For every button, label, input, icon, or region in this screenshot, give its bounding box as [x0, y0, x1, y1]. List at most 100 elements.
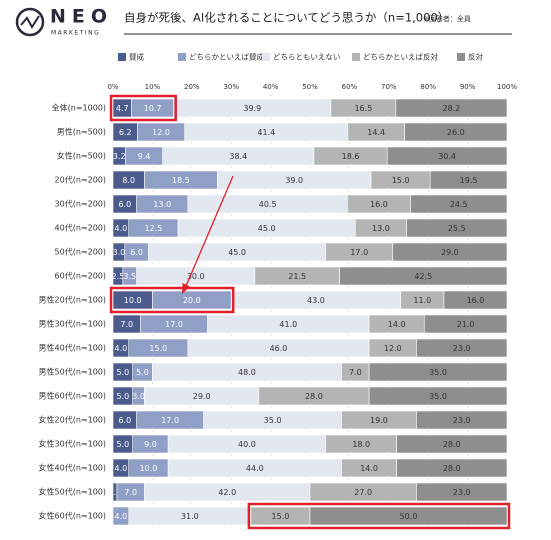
value-label: 18.0: [352, 440, 370, 449]
y-tick-label: 女性60代(n=100): [39, 511, 106, 521]
value-label: 16.0: [467, 296, 485, 305]
y-tick-label: 男性20代(n=100): [39, 295, 106, 305]
bar-segment: [416, 482, 508, 502]
value-label: 6.0: [118, 200, 131, 209]
value-label: 42.0: [218, 488, 236, 497]
x-tick-label: 90%: [460, 83, 476, 91]
bar-segment: [423, 314, 508, 334]
value-label: 3.5: [123, 272, 136, 281]
value-label: 1.0: [109, 488, 122, 497]
value-label: 21.5: [288, 272, 306, 281]
value-label: 9.0: [144, 440, 157, 449]
y-tick-label: 30代(n=200): [55, 199, 106, 209]
y-tick-label: 男性50代(n=100): [39, 367, 106, 377]
value-label: 30.4: [438, 152, 456, 161]
value-label: 38.4: [229, 152, 247, 161]
value-label: 17.0: [165, 320, 183, 329]
legend-swatch: [457, 53, 465, 61]
x-tick-label: 100%: [497, 83, 517, 91]
value-label: 7.0: [349, 368, 362, 377]
x-tick-label: 10%: [145, 83, 161, 91]
legend-swatch: [262, 53, 270, 61]
bar-segment: [395, 98, 508, 118]
value-label: 17.0: [350, 248, 368, 257]
value-label: 25.5: [448, 224, 466, 233]
legend-label: 賛成: [129, 52, 144, 62]
value-label: 4.7: [116, 104, 129, 113]
bar-segment: [386, 146, 508, 166]
value-label: 35.0: [429, 392, 447, 401]
arrow-line: [185, 175, 234, 287]
value-label: 20.0: [183, 296, 201, 305]
value-label: 43.0: [307, 296, 325, 305]
value-label: 29.0: [193, 392, 211, 401]
value-label: 7.0: [124, 488, 137, 497]
value-label: 41.0: [279, 320, 297, 329]
value-label: 28.2: [443, 104, 461, 113]
bar-segment: [416, 410, 508, 430]
arrow-head: [182, 283, 190, 294]
highlight-box: [109, 286, 235, 314]
value-label: 5.0: [116, 392, 129, 401]
y-tick-label: 女性30代(n=100): [39, 439, 106, 449]
value-label: 13.0: [153, 200, 171, 209]
value-label: 18.5: [172, 176, 190, 185]
value-label: 45.0: [228, 248, 246, 257]
y-tick-label: 男性(n=500): [57, 127, 106, 137]
value-label: 45.0: [258, 224, 276, 233]
value-label: 35.0: [264, 416, 282, 425]
value-label: 23.0: [453, 416, 471, 425]
value-label: 16.5: [354, 104, 372, 113]
value-label: 31.0: [181, 512, 199, 521]
value-label: 10.0: [140, 464, 158, 473]
x-tick-label: 40%: [263, 83, 279, 91]
value-label: 48.0: [238, 368, 256, 377]
value-label: 16.0: [370, 200, 388, 209]
value-label: 6.0: [118, 416, 131, 425]
value-label: 28.0: [443, 440, 461, 449]
y-tick-label: 50代(n=200): [55, 247, 106, 257]
value-label: 19.0: [370, 416, 388, 425]
value-label: 11.0: [413, 296, 431, 305]
bar-segment: [309, 506, 508, 526]
value-label: 40.0: [238, 440, 256, 449]
x-tick-label: 80%: [420, 83, 436, 91]
logo-text: NEO: [50, 6, 113, 28]
value-label: 13.0: [372, 224, 390, 233]
value-label: 26.0: [447, 128, 465, 137]
logo-subtext: MARKETING: [51, 30, 100, 37]
value-label: 40.5: [259, 200, 277, 209]
y-tick-label: 全体(n=1000): [52, 103, 106, 113]
y-tick-label: 60代(n=200): [55, 271, 106, 281]
value-label: 5.0: [116, 440, 129, 449]
bar-segment: [416, 338, 508, 358]
bar-segment: [404, 122, 508, 142]
x-tick-label: 70%: [381, 83, 397, 91]
value-label: 14.4: [367, 128, 385, 137]
value-label: 44.0: [246, 464, 264, 473]
value-label: 27.0: [354, 488, 372, 497]
value-label: 50.0: [400, 512, 418, 521]
bar-segment: [396, 434, 508, 454]
y-tick-label: 女性50代(n=100): [39, 487, 106, 497]
value-label: 12.5: [144, 224, 162, 233]
value-label: 15.0: [392, 176, 410, 185]
value-label: 4.0: [115, 512, 128, 521]
value-label: 42.5: [414, 272, 432, 281]
x-tick-label: 50%: [302, 83, 318, 91]
legend-swatch: [178, 53, 186, 61]
y-tick-label: 男性60代(n=100): [39, 391, 106, 401]
value-label: 29.0: [441, 248, 459, 257]
x-tick-label: 20%: [184, 83, 200, 91]
y-tick-label: 女性(n=500): [57, 151, 106, 161]
x-tick-label: 0%: [107, 83, 118, 91]
logo-icon: [15, 7, 45, 37]
value-label: 14.0: [388, 320, 406, 329]
value-label: 28.0: [443, 464, 461, 473]
value-label: 7.0: [120, 320, 133, 329]
value-label: 12.0: [152, 128, 170, 137]
value-label: 4.0: [115, 344, 128, 353]
bar-segment: [410, 194, 508, 214]
bar-segment: [406, 218, 508, 238]
bar-segment: [368, 386, 508, 406]
